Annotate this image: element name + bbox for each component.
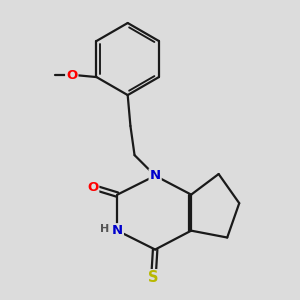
Text: H: H	[100, 224, 109, 234]
Text: S: S	[148, 270, 159, 285]
Text: N: N	[112, 224, 123, 237]
Text: O: O	[66, 69, 77, 82]
Text: O: O	[87, 181, 98, 194]
Text: N: N	[150, 169, 161, 182]
